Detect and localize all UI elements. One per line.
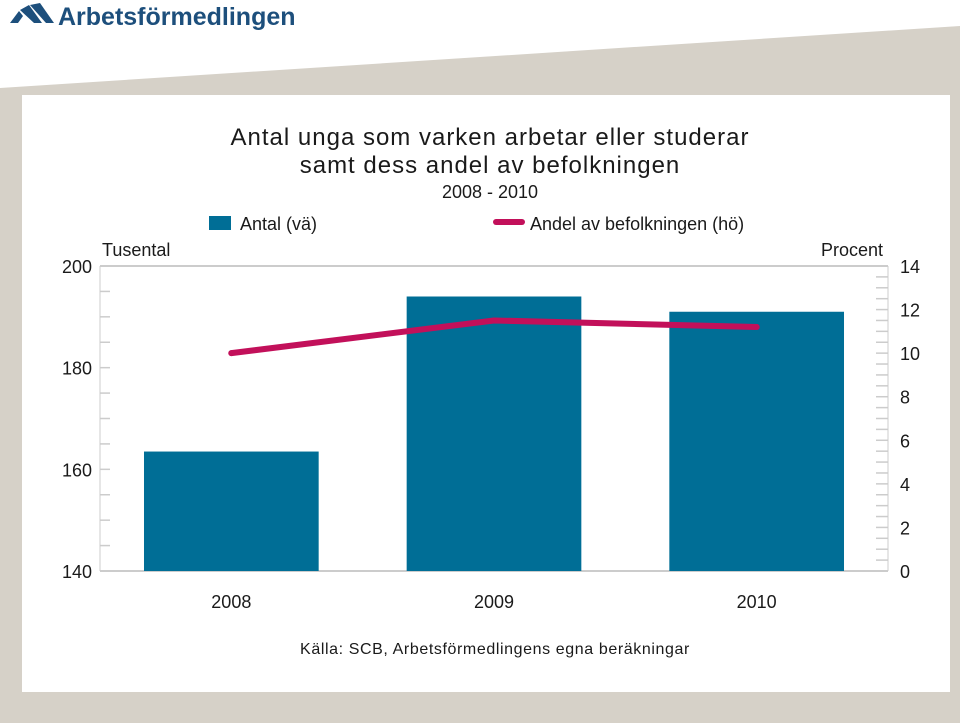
x-axis-tick-label: 2008 (211, 592, 251, 612)
share-point-2010 (753, 324, 760, 330)
legend-swatch-bar (209, 216, 231, 230)
bar-2008 (143, 451, 319, 571)
chart-title: Antal unga som varken arbetar eller stud… (231, 124, 750, 151)
x-axis-tick-label: 2009 (474, 592, 514, 612)
right-axis-tick-label: 12 (900, 301, 920, 321)
background-frame (0, 26, 960, 723)
x-axis-tick-label: 2010 (737, 592, 777, 612)
chart-subtitle: samt dess andel av befolkningen (300, 152, 681, 179)
bar-2010 (669, 311, 845, 571)
left-axis-label: Tusental (102, 240, 170, 260)
left-axis-tick-label: 160 (62, 460, 92, 480)
brand-logo: Arbetsförmedlingen (10, 3, 296, 31)
right-axis-tick-label: 14 (900, 257, 920, 277)
right-axis-tick-label: 0 (900, 562, 910, 582)
frame-right-band (950, 90, 960, 723)
brand-logo-icon (10, 3, 54, 23)
plot-area: 140 160 180 200 0 2 4 6 8 10 12 14 2008 2009 2010 (62, 257, 920, 612)
legend-label-line: Andel av befolkningen (hö) (530, 214, 744, 234)
right-axis-tick-label: 8 (900, 388, 910, 408)
legend: Antal (vä) Andel av befolkningen (hö) (209, 214, 744, 234)
frame-top-band (0, 26, 960, 95)
share-point-2008 (228, 350, 235, 357)
right-axis-tick-label: 6 (900, 431, 910, 451)
right-axis-tick-label: 4 (900, 475, 910, 495)
brand-logo-wordmark: Arbetsförmedlingen (58, 3, 296, 31)
chart-period: 2008 - 2010 (442, 182, 538, 202)
legend-label-bar: Antal (vä) (240, 214, 317, 234)
left-axis-tick-label: 200 (62, 257, 92, 277)
bar-2009 (406, 296, 582, 571)
share-point-2009 (491, 317, 497, 324)
frame-bottom-band (0, 692, 960, 723)
left-axis-tick-label: 140 (62, 562, 92, 582)
right-axis-tick-label: 10 (900, 344, 920, 364)
source-note: Källa: SCB, Arbetsförmedlingens egna ber… (300, 641, 690, 658)
left-axis-tick-label: 180 (62, 359, 92, 379)
frame-left-band (0, 88, 22, 723)
right-axis-label: Procent (821, 240, 883, 260)
right-axis-tick-label: 2 (900, 518, 910, 538)
